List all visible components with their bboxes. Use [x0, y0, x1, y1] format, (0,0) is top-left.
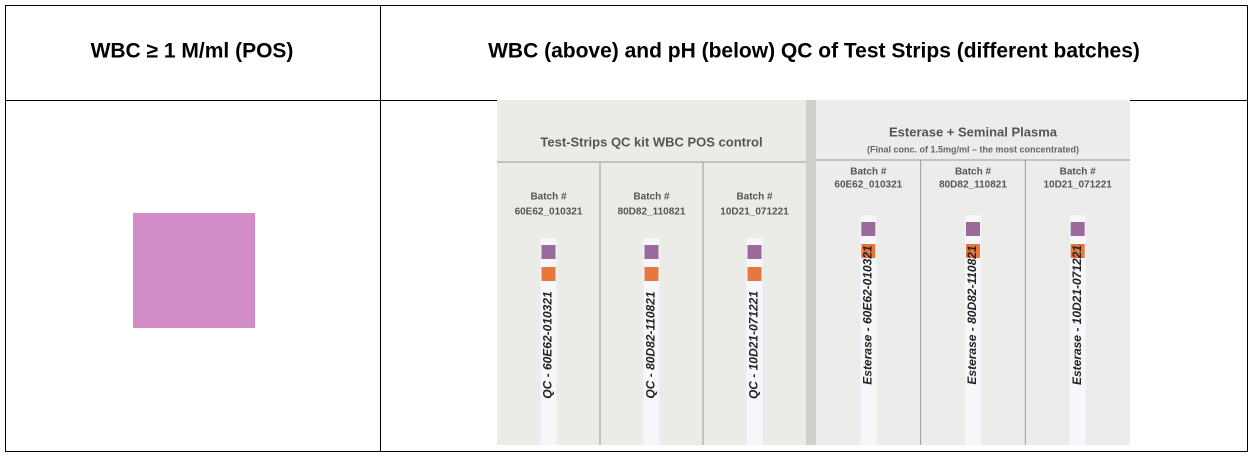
- ph-pad: [542, 267, 556, 281]
- ph-pad: [748, 267, 762, 281]
- wbc-pad: [861, 222, 875, 236]
- photo-title: Esterase + Seminal Plasma: [889, 124, 1058, 139]
- photo-subtitle: (Final conc. of 1.5mg/ml – the most conc…: [867, 144, 1079, 154]
- strip-handwriting: QC - 10D21-071221: [747, 291, 761, 399]
- batch-label: Batch #: [736, 192, 773, 203]
- wbc-pad: [645, 245, 659, 259]
- strip-handwriting: QC - 80D82-110821: [644, 291, 658, 399]
- batch-code: 10D21_071221: [720, 207, 789, 218]
- page: WBC ≥ 1 M/ml (POS) WBC (above) and pH (b…: [0, 0, 1254, 456]
- batch-label: Batch #: [955, 167, 992, 178]
- strip-handwriting: Esterase - 60E62-010321: [861, 245, 875, 385]
- batch-label: Batch #: [1060, 167, 1097, 178]
- header-cell: WBC ≥ 1 M/ml (POS): [91, 40, 294, 63]
- batch-code: 60E62_010321: [834, 180, 902, 191]
- strip-handwriting: QC - 60E62-010321: [541, 291, 555, 399]
- batch-label: Batch #: [850, 167, 887, 178]
- wbc-pad: [748, 245, 762, 259]
- header-cell: WBC (above) and pH (below) QC of Test St…: [488, 40, 1140, 63]
- batch-code: 10D21_071221: [1043, 180, 1112, 191]
- wbc-pad: [542, 245, 556, 259]
- batch-code: 80D82_110821: [618, 207, 686, 218]
- color-swatch: [133, 213, 255, 328]
- strip-handwriting: Esterase - 10D21-071221: [1070, 245, 1084, 385]
- batch-code: 60E62_010321: [515, 207, 583, 218]
- batch-label: Batch #: [633, 192, 670, 203]
- wbc-pad: [966, 222, 980, 236]
- batch-code: 80D82_110821: [939, 180, 1007, 191]
- batch-label: Batch #: [530, 192, 567, 203]
- photo-title: Test-Strips QC kit WBC POS control: [540, 134, 762, 149]
- strip-handwriting: Esterase - 80D82-110821: [965, 245, 979, 385]
- wbc-pad: [1071, 222, 1085, 236]
- ph-pad: [645, 267, 659, 281]
